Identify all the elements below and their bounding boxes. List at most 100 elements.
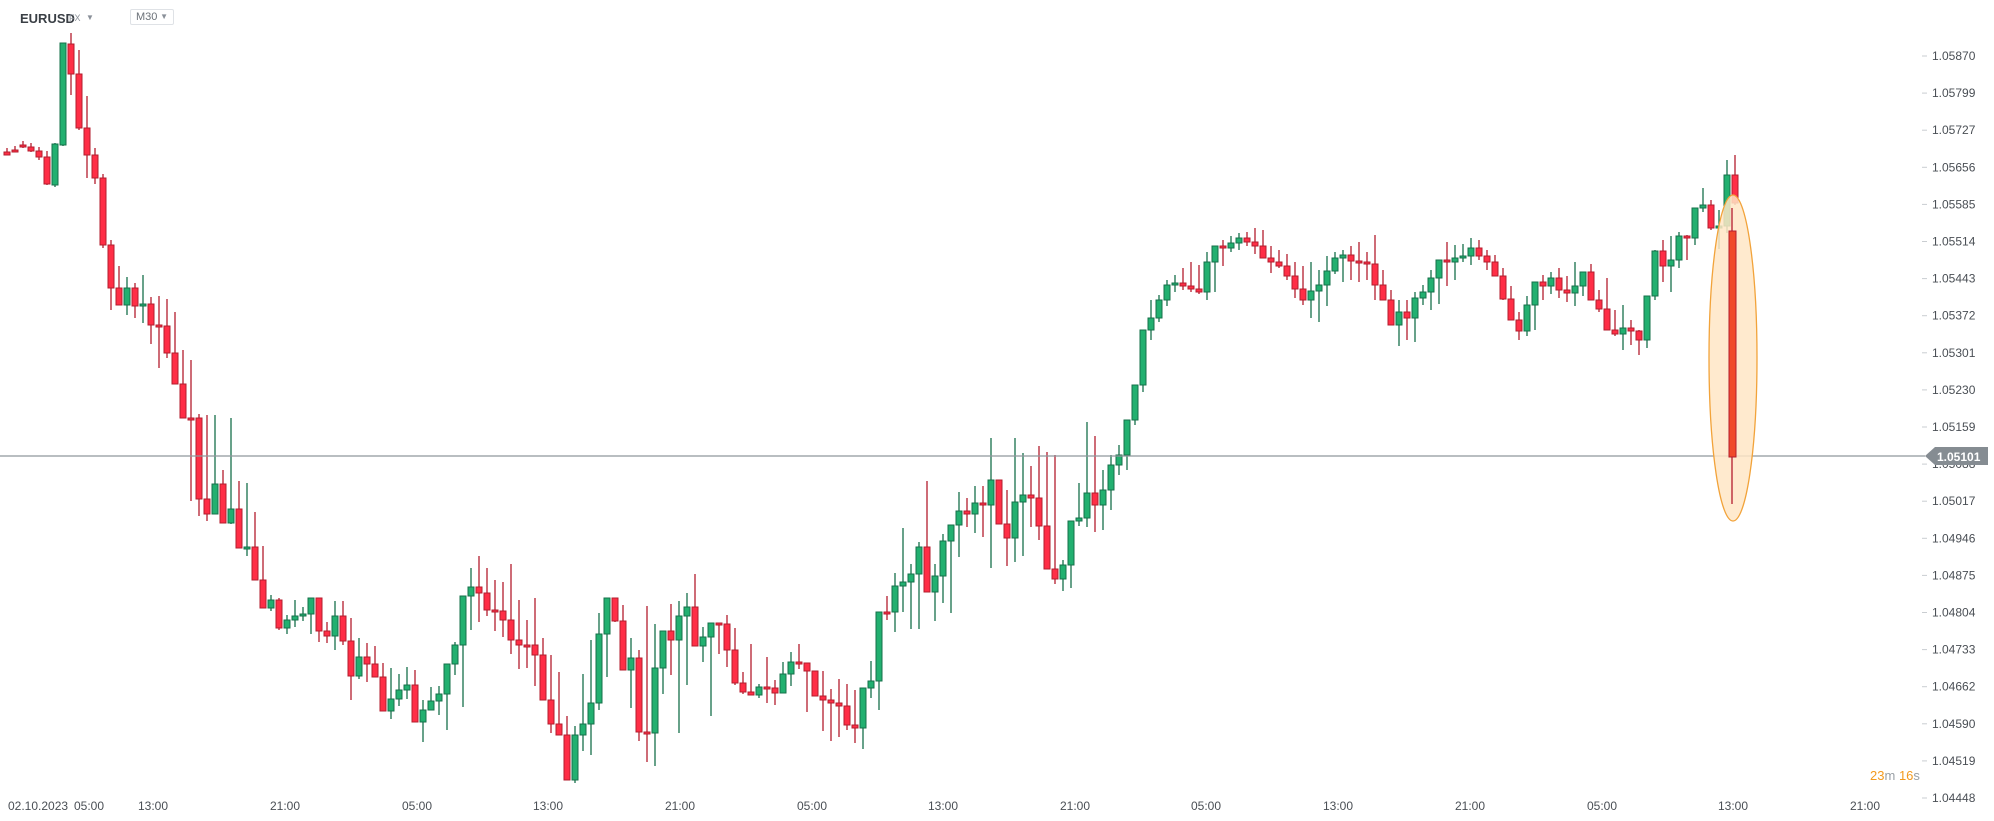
bullish-candle (1435, 259, 1443, 304)
bullish-candle (659, 630, 667, 694)
bearish-candle (731, 628, 739, 685)
bearish-candle (1371, 235, 1379, 300)
price-tick-label: 1.05230 (1932, 383, 1976, 397)
bearish-candle (1403, 300, 1411, 340)
price-tick-label: 1.04946 (1932, 531, 1976, 545)
bullish-candle (243, 483, 251, 556)
chart-header: EURUSD FX ▼ M30 ▼ (0, 0, 1994, 36)
bullish-candle (955, 492, 963, 557)
bullish-candle (451, 642, 459, 675)
bearish-candle (1363, 252, 1371, 280)
time-tick-label: 05:00 (1587, 799, 1617, 813)
bearish-candle (1635, 330, 1643, 355)
bearish-candle (323, 622, 331, 643)
bullish-candle (1011, 438, 1019, 562)
bullish-candle (1419, 285, 1427, 305)
bearish-candle (835, 679, 843, 737)
bearish-candle (563, 716, 571, 781)
bearish-candle (715, 622, 723, 654)
time-tick-label: 05:00 (402, 799, 432, 813)
bearish-candle (803, 662, 811, 712)
time-tick-label: 13:00 (1718, 799, 1748, 813)
bearish-candle (11, 146, 19, 153)
current-price-tag: 1.05101 (1925, 447, 1988, 465)
bearish-candle (259, 546, 267, 609)
price-tick-label: 1.05870 (1932, 49, 1976, 63)
price-tick-label: 1.05799 (1932, 86, 1976, 100)
bearish-candle (411, 670, 419, 723)
price-tick-label: 1.04448 (1932, 791, 1976, 805)
bearish-candle (1475, 240, 1483, 260)
bearish-candle (75, 50, 83, 130)
timeframe-select[interactable]: M30 ▼ (130, 9, 174, 25)
bullish-candle (1427, 270, 1435, 310)
bearish-candle (979, 486, 987, 537)
bearish-candle (1707, 200, 1715, 230)
bullish-candle (1667, 236, 1675, 292)
bullish-candle (1307, 262, 1315, 318)
bearish-candle (35, 147, 43, 160)
bearish-candle (203, 415, 211, 521)
bearish-candle (747, 644, 755, 696)
bearish-candle (523, 620, 531, 668)
bearish-candle (1195, 265, 1203, 294)
price-axis[interactable]: 1.05870 1.05799 1.05727 1.05656 1.05585 1.055… (1922, 49, 1976, 805)
bearish-candle (1587, 264, 1595, 301)
bullish-candle (915, 542, 923, 629)
timer-seconds-unit: s (1913, 768, 1920, 783)
symbol-dropdown-caret-icon[interactable]: ▼ (86, 13, 94, 22)
bullish-candle (227, 418, 235, 524)
bearish-candle (1683, 235, 1691, 260)
bullish-candle (387, 668, 395, 719)
price-tick-label: 1.04590 (1932, 717, 1976, 731)
bullish-candle (403, 667, 411, 699)
bearish-candle (491, 580, 499, 631)
bullish-candle (875, 611, 883, 710)
bullish-candle (987, 438, 995, 568)
bearish-candle (1051, 455, 1059, 584)
bullish-candle (283, 615, 291, 634)
bearish-candle (1259, 230, 1267, 259)
bullish-candle (1059, 560, 1067, 591)
bullish-candle (443, 663, 451, 730)
bullish-candle (1075, 483, 1083, 526)
bearish-candle (1483, 250, 1491, 270)
bearish-candle (1499, 268, 1507, 300)
timeframe-caret-icon: ▼ (160, 12, 168, 21)
bearish-candle (531, 598, 539, 686)
bearish-candle (1563, 276, 1571, 302)
symbol-name[interactable]: EURUSD (20, 11, 75, 26)
bearish-candle (1299, 266, 1307, 305)
time-tick-label: 21:00 (1850, 799, 1880, 813)
bullish-candle (1115, 445, 1123, 475)
bullish-candle (1619, 305, 1627, 350)
bearish-candle (851, 690, 859, 743)
bearish-candle (3, 148, 11, 156)
bullish-candle (787, 652, 795, 686)
bullish-candle (1571, 262, 1579, 306)
time-tick-label: 21:00 (1455, 799, 1485, 813)
bearish-candle (1659, 240, 1667, 282)
bearish-candle (115, 266, 123, 306)
bearish-candle (883, 596, 891, 620)
bullish-candle (1235, 233, 1243, 250)
bullish-candle (51, 143, 59, 187)
bearish-candle (1091, 436, 1099, 532)
bearish-candle (251, 512, 259, 581)
bullish-candle (1459, 244, 1467, 262)
price-tick-label: 1.05585 (1932, 197, 1976, 211)
price-tick-label: 1.04804 (1932, 606, 1976, 620)
time-tick-label: 13:00 (533, 799, 563, 813)
bullish-candle (651, 624, 659, 766)
time-axis[interactable]: 02.10.2023 05:00 13:00 21:00 05:00 13:00 21:00… (8, 799, 1880, 813)
bearish-candle (187, 360, 195, 501)
bullish-candle (1467, 238, 1475, 265)
bearish-candle (1219, 240, 1227, 266)
bearish-candle (643, 606, 651, 762)
bearish-candle (843, 684, 851, 730)
bullish-candle (1395, 300, 1403, 346)
price-tick-label: 1.04733 (1932, 643, 1976, 657)
time-tick-label: 05:00 (797, 799, 827, 813)
bearish-candle (379, 663, 387, 712)
